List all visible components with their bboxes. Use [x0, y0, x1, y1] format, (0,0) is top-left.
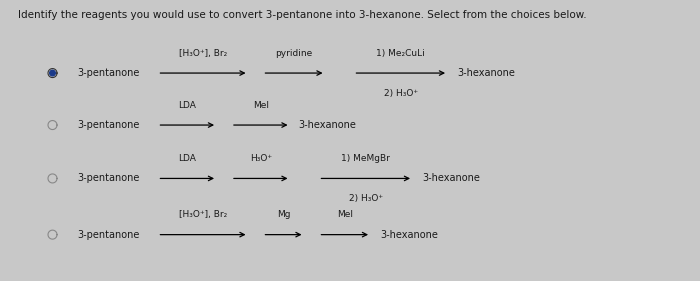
Polygon shape: [50, 70, 55, 76]
Text: 1) MeMgBr: 1) MeMgBr: [342, 154, 390, 163]
Text: 3-hexanone: 3-hexanone: [457, 68, 515, 78]
Text: 3-pentanone: 3-pentanone: [77, 68, 140, 78]
Text: [H₃O⁺], Br₂: [H₃O⁺], Br₂: [179, 49, 227, 58]
Text: 3-pentanone: 3-pentanone: [77, 120, 140, 130]
Text: [H₃O⁺], Br₂: [H₃O⁺], Br₂: [179, 210, 227, 219]
Text: pyridine: pyridine: [275, 49, 313, 58]
Text: LDA: LDA: [178, 154, 196, 163]
Text: H₃O⁺: H₃O⁺: [250, 154, 272, 163]
Text: 2) H₃O⁺: 2) H₃O⁺: [349, 194, 383, 203]
Text: 3-hexanone: 3-hexanone: [422, 173, 480, 183]
Text: MeI: MeI: [337, 210, 353, 219]
Text: 3-hexanone: 3-hexanone: [380, 230, 438, 240]
Text: 3-pentanone: 3-pentanone: [77, 230, 140, 240]
Text: 3-pentanone: 3-pentanone: [77, 173, 140, 183]
Text: 2) H₃O⁺: 2) H₃O⁺: [384, 89, 418, 98]
Text: MeI: MeI: [253, 101, 269, 110]
Text: Mg: Mg: [276, 210, 290, 219]
Text: Identify the reagents you would use to convert 3-pentanone into 3-hexanone. Sele: Identify the reagents you would use to c…: [18, 10, 586, 20]
Text: 3-hexanone: 3-hexanone: [298, 120, 356, 130]
Text: LDA: LDA: [178, 101, 196, 110]
Text: 1) Me₂CuLi: 1) Me₂CuLi: [377, 49, 425, 58]
